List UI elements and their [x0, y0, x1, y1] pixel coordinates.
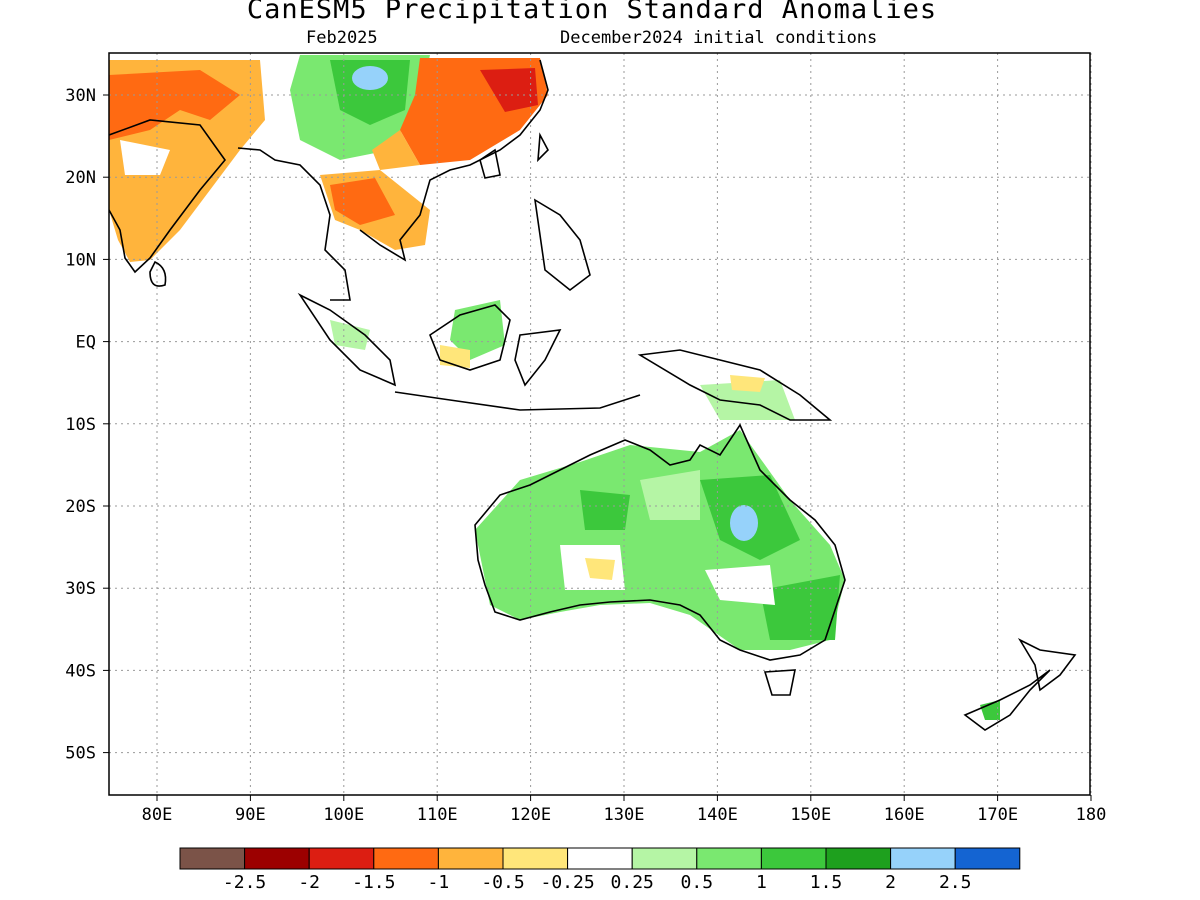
colorbar-label: -0.25 [541, 872, 595, 893]
longitude-tick-label: 100E [323, 805, 364, 825]
longitude-tick-label: 120E [510, 805, 551, 825]
graticule [109, 53, 1092, 795]
latitude-tick-label: 10S [65, 415, 96, 435]
colorbar-label: 1 [756, 872, 767, 893]
colorbar-label: 0.25 [611, 872, 654, 893]
latitude-tick-label: 40S [65, 661, 96, 681]
colorbar-swatch [760, 847, 827, 870]
longitude-tick-label: 130E [604, 805, 645, 825]
colorbar-swatch [308, 847, 375, 870]
longitude-tick-label: 160E [884, 805, 925, 825]
coastlines [109, 59, 1077, 731]
colorbar-swatch [890, 847, 956, 870]
colorbar-label: 1.5 [810, 872, 843, 893]
colorbar-swatch [696, 847, 762, 870]
colorbar-swatch [954, 847, 1021, 870]
latitude-tick-label: 20N [65, 168, 96, 188]
colorbar-swatch [244, 847, 310, 870]
latitude-tick-label: EQ [76, 333, 96, 353]
colorbar-swatch [179, 847, 246, 870]
colorbar [179, 847, 1021, 870]
longitude-tick-label: 180 [1076, 805, 1107, 825]
longitude-tick-label: 170E [977, 805, 1018, 825]
longitude-tick-label: 150E [790, 805, 831, 825]
anomaly-shading [109, 55, 1000, 720]
colorbar-swatch [631, 847, 698, 870]
latitude-tick-label: 20S [65, 497, 96, 517]
latitude-tick-label: 30S [65, 579, 96, 599]
colorbar-swatch [373, 847, 439, 870]
colorbar-labels: -2.5 -2 -1.5 -1 -0.5 -0.25 0.25 0.5 1 1.5 2 2.5 [223, 872, 972, 893]
plot-frame [108, 52, 1091, 796]
colorbar-label: 2.5 [939, 872, 972, 893]
colorbar-label: 0.5 [681, 872, 714, 893]
map-title: CanESM5 Precipitation Standard Anomalies [246, 0, 938, 25]
latitude-tick-label: 50S [65, 744, 96, 764]
longitude-tick-label: 140E [697, 805, 738, 825]
colorbar-swatch [567, 847, 633, 870]
latitude-tick-label: 10N [65, 250, 96, 270]
longitude-tick-label: 90E [235, 805, 266, 825]
colorbar-label: 2 [885, 872, 896, 893]
longitude-tick-label: 80E [142, 805, 173, 825]
longitude-tick-label: 110E [417, 805, 458, 825]
colorbar-swatch [437, 847, 504, 870]
colorbar-label: -2.5 [223, 872, 266, 893]
colorbar-label: -0.5 [481, 872, 524, 893]
colorbar-label: -1.5 [352, 872, 395, 893]
latitude-labels: 30N 20N 10N EQ 10S 20S 30S 40S 50S [65, 86, 109, 764]
forecast-month: Feb2025 [306, 28, 378, 48]
longitude-labels: 80E 90E 100E 110E 120E 130E 140E 150E 160E 170E 18… [142, 795, 1107, 825]
initial-conditions: December2024 initial conditions [560, 28, 878, 48]
colorbar-swatch [825, 847, 892, 870]
colorbar-label: -1 [428, 872, 450, 893]
colorbar-label: -2 [298, 872, 320, 893]
latitude-tick-label: 30N [65, 86, 96, 106]
colorbar-swatch [502, 847, 569, 870]
